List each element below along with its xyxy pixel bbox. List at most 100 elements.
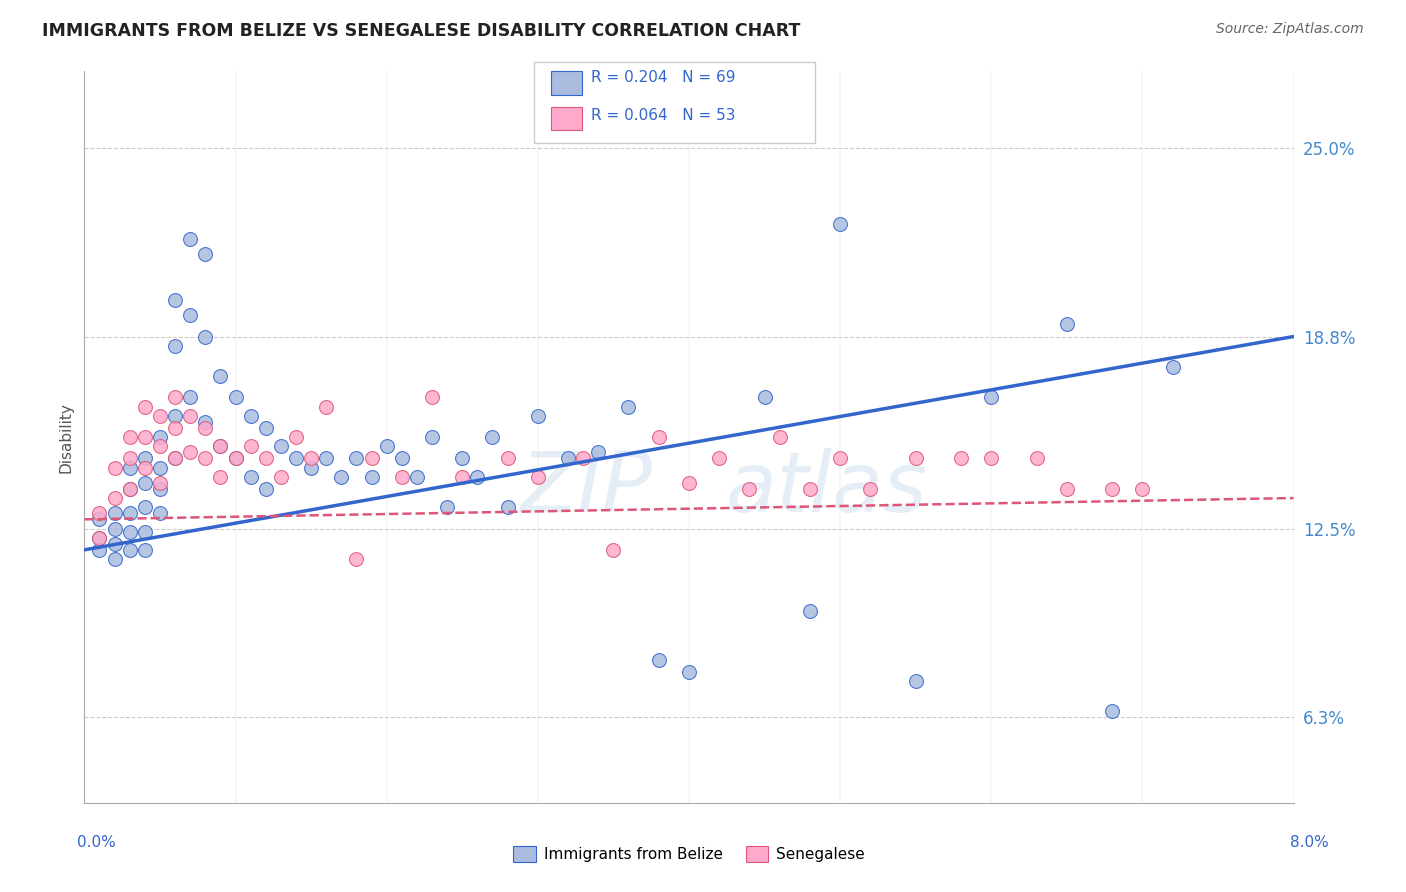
Point: [299, 460, 322, 475]
Point: [209, 369, 232, 384]
Point: [678, 475, 700, 490]
Point: [134, 500, 156, 515]
Point: [1161, 359, 1184, 374]
Point: [104, 491, 127, 505]
Point: [179, 445, 201, 459]
Point: [118, 524, 141, 539]
Point: [89, 542, 111, 557]
Point: [799, 482, 821, 496]
Point: [315, 400, 337, 414]
Point: [104, 552, 127, 566]
Point: [572, 451, 595, 466]
Point: [830, 217, 852, 231]
Point: [496, 451, 519, 466]
Point: [254, 482, 277, 496]
Point: [89, 506, 111, 520]
Point: [346, 552, 368, 566]
Point: [1101, 482, 1123, 496]
Point: [165, 421, 187, 435]
Point: [360, 469, 382, 483]
Point: [346, 451, 368, 466]
Point: [149, 460, 172, 475]
Point: [527, 469, 550, 483]
Point: [754, 391, 776, 405]
Point: [467, 469, 489, 483]
Point: [149, 430, 172, 444]
Point: [239, 409, 262, 423]
Text: R = 0.064   N = 53: R = 0.064 N = 53: [591, 109, 735, 123]
Point: [118, 460, 141, 475]
Point: [165, 409, 187, 423]
Point: [149, 409, 172, 423]
Text: 0.0%: 0.0%: [77, 836, 117, 850]
Point: [406, 469, 429, 483]
Point: [225, 391, 247, 405]
Point: [149, 506, 172, 520]
Point: [391, 451, 413, 466]
Point: [134, 460, 156, 475]
Point: [104, 521, 127, 535]
Point: [299, 451, 322, 466]
Point: [1101, 705, 1123, 719]
Point: [194, 329, 217, 343]
Legend: Immigrants from Belize, Senegalese: Immigrants from Belize, Senegalese: [508, 840, 870, 868]
Point: [436, 500, 458, 515]
Point: [799, 604, 821, 618]
Text: ZIP: ZIP: [520, 448, 652, 529]
Point: [360, 451, 382, 466]
Point: [194, 247, 217, 261]
Point: [134, 430, 156, 444]
Point: [194, 451, 217, 466]
Text: R = 0.204   N = 69: R = 0.204 N = 69: [591, 70, 735, 85]
Point: [89, 512, 111, 526]
Point: [118, 482, 141, 496]
Point: [391, 469, 413, 483]
Point: [859, 482, 882, 496]
Point: [165, 391, 187, 405]
Y-axis label: Disability: Disability: [58, 401, 73, 473]
Point: [588, 445, 610, 459]
Point: [179, 308, 201, 322]
Point: [194, 421, 217, 435]
Text: IMMIGRANTS FROM BELIZE VS SENEGALESE DISABILITY CORRELATION CHART: IMMIGRANTS FROM BELIZE VS SENEGALESE DIS…: [42, 22, 800, 40]
Point: [648, 652, 671, 666]
Point: [165, 293, 187, 307]
Point: [769, 430, 792, 444]
Point: [118, 482, 141, 496]
Point: [830, 451, 852, 466]
Point: [557, 451, 579, 466]
Point: [134, 451, 156, 466]
Point: [194, 415, 217, 429]
Point: [239, 469, 262, 483]
Point: [118, 506, 141, 520]
Point: [527, 409, 550, 423]
Point: [134, 542, 156, 557]
Point: [738, 482, 761, 496]
Point: [179, 409, 201, 423]
Point: [678, 665, 700, 679]
Point: [134, 524, 156, 539]
Point: [1025, 451, 1047, 466]
Point: [118, 430, 141, 444]
Point: [496, 500, 519, 515]
Point: [165, 339, 187, 353]
Point: [420, 391, 443, 405]
Point: [165, 451, 187, 466]
Point: [134, 400, 156, 414]
Point: [118, 542, 141, 557]
Point: [285, 451, 308, 466]
Point: [179, 232, 201, 246]
Point: [285, 430, 308, 444]
Point: [134, 475, 156, 490]
Point: [104, 506, 127, 520]
Point: [89, 531, 111, 545]
Point: [104, 537, 127, 551]
Point: [270, 439, 292, 453]
Point: [451, 451, 474, 466]
Point: [709, 451, 731, 466]
Point: [118, 451, 141, 466]
Point: [254, 451, 277, 466]
Point: [209, 439, 232, 453]
Point: [239, 439, 262, 453]
Point: [904, 451, 927, 466]
